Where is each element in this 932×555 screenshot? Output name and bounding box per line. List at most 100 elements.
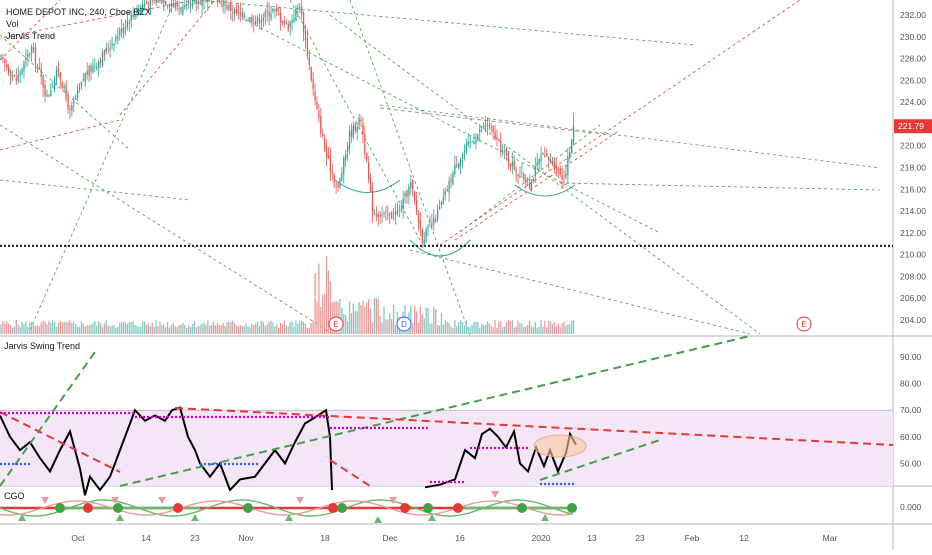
volume-bar <box>153 327 155 334</box>
candle-body <box>494 131 496 140</box>
trend-line <box>409 249 751 335</box>
volume-bar <box>247 326 249 334</box>
candle-body <box>29 53 31 56</box>
volume-bar <box>343 313 345 334</box>
candle-body <box>147 5 150 7</box>
volume-bar <box>36 325 39 334</box>
volume-bar <box>325 255 328 334</box>
volume-bar <box>526 324 529 334</box>
volume-bar <box>283 320 286 334</box>
candle-body <box>278 13 280 15</box>
volume-bar <box>272 322 274 334</box>
cgo-signal-triangle <box>116 514 124 521</box>
candle-body <box>283 21 286 23</box>
earnings-marker[interactable] <box>396 316 412 332</box>
cgo-signal-dot <box>567 503 577 513</box>
candle-body <box>207 0 209 3</box>
candle-body <box>364 133 366 154</box>
volume-bar <box>214 325 217 334</box>
volume-bar <box>88 325 90 334</box>
candle-body <box>544 156 546 158</box>
candle-body <box>153 0 155 1</box>
volume-bar <box>484 324 487 334</box>
candle-body <box>320 116 322 134</box>
candle-body <box>490 126 492 128</box>
volume-bar <box>218 324 220 334</box>
volume-bar <box>563 321 565 334</box>
candle-body <box>398 208 400 210</box>
volume-bar <box>145 324 148 334</box>
volume-bar <box>538 326 540 334</box>
volume-bar <box>117 326 119 334</box>
cgo-title: CGO <box>4 491 25 501</box>
volume-bar <box>549 321 552 334</box>
cgo-tick-label: 0.000 <box>900 502 922 512</box>
candle-body <box>92 66 94 73</box>
osc-tick-label: 50.00 <box>900 458 922 468</box>
volume-bar <box>34 326 37 334</box>
candle-body <box>404 193 406 197</box>
volume-bar <box>375 298 377 334</box>
candle-body <box>536 162 538 166</box>
volume-bar <box>78 326 81 334</box>
price-badge <box>894 119 932 134</box>
volume-bar <box>350 313 353 334</box>
volume-bar <box>419 306 422 334</box>
volume-bar <box>458 322 460 334</box>
candle-body <box>444 191 446 196</box>
volume-bar <box>509 321 512 334</box>
volume-bar <box>410 305 412 334</box>
volume-bar <box>295 320 297 334</box>
candle-body <box>546 153 548 157</box>
earnings-marker[interactable] <box>328 316 344 332</box>
candle-body <box>534 166 536 177</box>
volume-bar <box>327 270 330 334</box>
candle-body <box>34 47 37 65</box>
volume-bar <box>38 326 40 334</box>
candle-body <box>366 153 368 161</box>
osc-title: Jarvis Swing Trend <box>4 341 81 351</box>
volume-bar <box>199 324 201 334</box>
candle-body <box>266 10 268 13</box>
candle-body <box>375 213 377 216</box>
osc-tick-label: 60.00 <box>900 432 922 442</box>
candle-body <box>216 0 219 3</box>
volume-bar <box>278 327 280 334</box>
volume-bar <box>50 322 52 334</box>
candle-body <box>387 214 389 216</box>
candle-body <box>287 23 289 30</box>
candle-body <box>241 12 243 17</box>
volume-bar <box>4 323 6 334</box>
x-tick-label: 13 <box>587 533 597 543</box>
volume-bar <box>105 320 107 334</box>
legend-symbol: HOME DEPOT INC, 240, Cboe BZX <box>6 6 151 18</box>
candle-body <box>394 211 397 215</box>
candle-body <box>503 150 506 152</box>
candle-body <box>548 157 550 161</box>
candle-body <box>233 9 236 15</box>
price-tick-label: 210.00 <box>900 250 926 260</box>
volume-bar <box>73 321 75 334</box>
osc-tick-label: 80.00 <box>900 379 922 389</box>
volume-bar <box>354 310 356 334</box>
volume-bar <box>21 321 23 334</box>
volume-bar <box>163 323 165 334</box>
candle-body <box>362 123 364 135</box>
volume-bar <box>274 326 276 334</box>
candle-body <box>253 22 255 24</box>
candle-body <box>235 8 238 14</box>
volume-bar <box>17 324 19 334</box>
volume-bar <box>297 323 299 334</box>
candle-body <box>346 146 349 152</box>
volume-bar <box>260 320 263 334</box>
volume-bar <box>109 326 111 334</box>
candle-body <box>337 184 339 188</box>
earnings-marker[interactable] <box>796 316 812 332</box>
volume-bar <box>19 327 21 334</box>
candle-body <box>80 81 83 87</box>
candle-body <box>302 13 305 33</box>
cgo-signal-dot <box>453 503 463 513</box>
volume-bar <box>360 305 362 334</box>
candle-body <box>2 56 4 58</box>
